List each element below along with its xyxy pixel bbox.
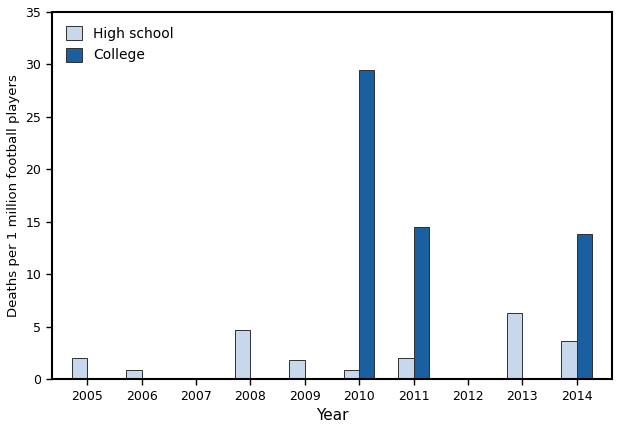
Y-axis label: Deaths per 1 million football players: Deaths per 1 million football players — [7, 74, 20, 317]
Bar — [235, 330, 250, 379]
Bar — [413, 227, 429, 379]
Bar — [359, 70, 374, 379]
Bar — [344, 370, 359, 379]
Bar — [290, 360, 305, 379]
Bar — [507, 313, 522, 379]
Bar — [126, 370, 142, 379]
Bar — [577, 234, 592, 379]
X-axis label: Year: Year — [316, 408, 348, 423]
Bar — [398, 358, 413, 379]
Bar — [561, 341, 577, 379]
Legend: High school, College: High school, College — [59, 19, 181, 69]
Bar — [72, 358, 87, 379]
